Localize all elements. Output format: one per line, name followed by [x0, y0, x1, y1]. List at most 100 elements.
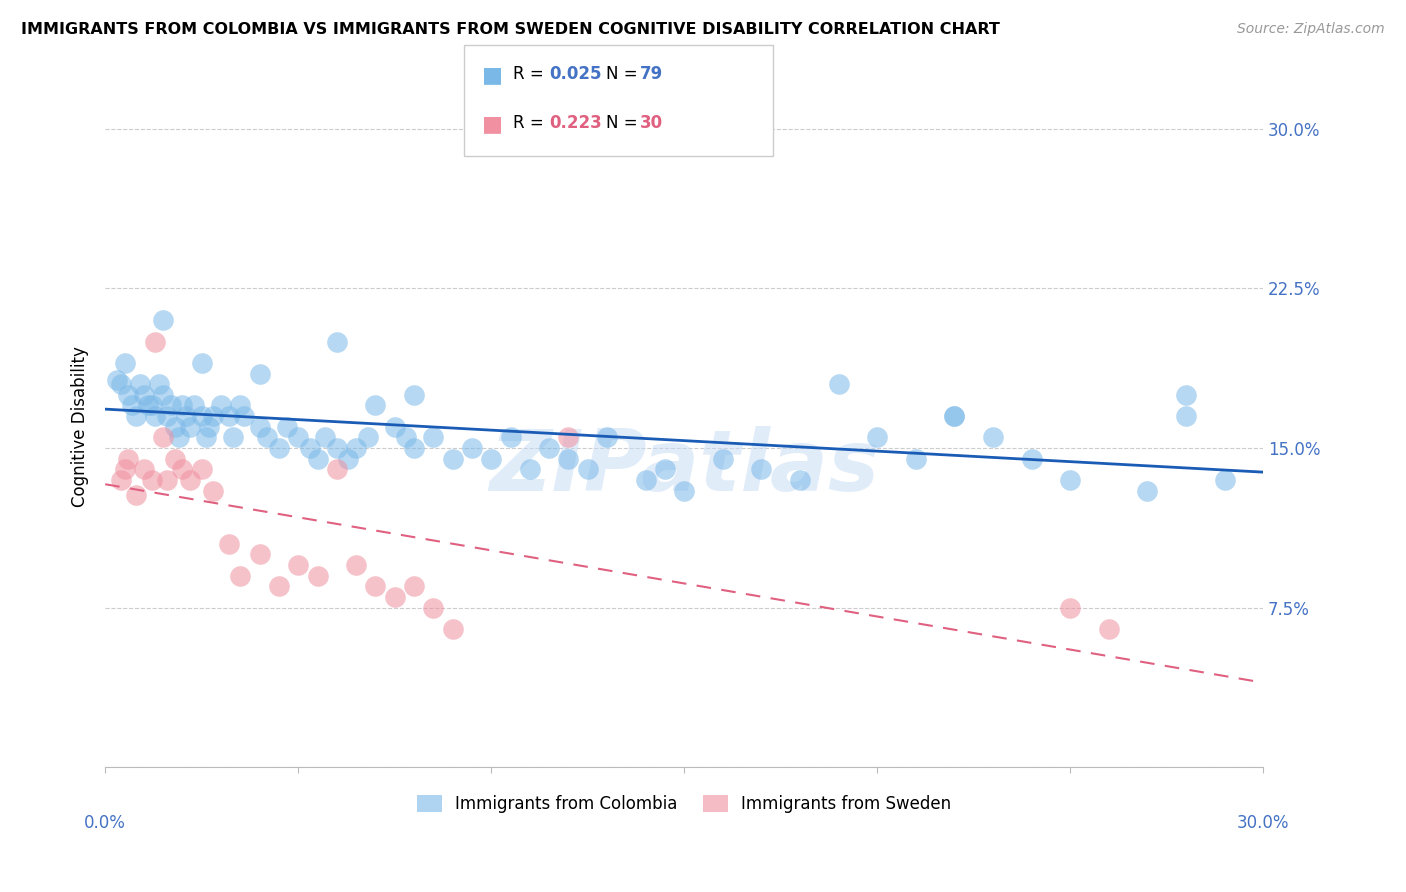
Point [190, 462, 212, 476]
Point [163, 451, 186, 466]
Text: 0.0%: 0.0% [84, 814, 127, 832]
Point [538, 441, 561, 455]
Point [1175, 409, 1198, 424]
Point [129, 377, 152, 392]
Point [198, 419, 221, 434]
Point [557, 430, 579, 444]
Point [357, 430, 380, 444]
Text: 30: 30 [640, 114, 662, 132]
Point [634, 473, 657, 487]
Point [110, 473, 132, 487]
Point [179, 473, 201, 487]
Point [422, 600, 444, 615]
Point [145, 334, 167, 349]
Point [866, 430, 889, 444]
Legend: Immigrants from Colombia, Immigrants from Sweden: Immigrants from Colombia, Immigrants fro… [411, 789, 957, 820]
Point [160, 399, 183, 413]
Point [337, 451, 360, 466]
Text: 79: 79 [640, 65, 664, 83]
Point [249, 419, 271, 434]
Point [402, 388, 425, 402]
Point [183, 399, 205, 413]
Point [249, 548, 271, 562]
Point [221, 430, 243, 444]
Point [141, 399, 163, 413]
Point [229, 568, 252, 582]
Point [1098, 622, 1121, 636]
Point [827, 377, 849, 392]
Point [287, 558, 309, 572]
Point [1175, 388, 1198, 402]
Point [981, 430, 1004, 444]
Point [105, 373, 128, 387]
Point [172, 462, 194, 476]
Text: 30.0%: 30.0% [1237, 814, 1289, 832]
Point [209, 399, 232, 413]
Point [1059, 473, 1081, 487]
Point [276, 419, 298, 434]
Point [117, 451, 139, 466]
Point [499, 430, 522, 444]
Point [174, 409, 197, 424]
Point [202, 483, 225, 498]
Point [422, 430, 444, 444]
Point [287, 430, 309, 444]
Point [152, 430, 174, 444]
Text: R =: R = [513, 65, 550, 83]
Point [711, 451, 734, 466]
Point [314, 430, 336, 444]
Point [904, 451, 927, 466]
Point [202, 409, 225, 424]
Point [364, 579, 387, 593]
Point [233, 409, 256, 424]
Point [441, 622, 464, 636]
Point [110, 377, 132, 392]
Point [576, 462, 599, 476]
Point [1059, 600, 1081, 615]
Point [402, 441, 425, 455]
Point [673, 483, 696, 498]
Point [344, 558, 367, 572]
Text: ■: ■ [482, 114, 503, 134]
Text: 0.025: 0.025 [550, 65, 602, 83]
Point [307, 451, 329, 466]
Point [152, 388, 174, 402]
Point [229, 399, 252, 413]
Point [121, 399, 143, 413]
Point [163, 419, 186, 434]
Point [172, 399, 194, 413]
Point [384, 590, 406, 604]
Text: IMMIGRANTS FROM COLOMBIA VS IMMIGRANTS FROM SWEDEN COGNITIVE DISABILITY CORRELAT: IMMIGRANTS FROM COLOMBIA VS IMMIGRANTS F… [21, 22, 1000, 37]
Point [1136, 483, 1159, 498]
Point [218, 409, 240, 424]
Point [141, 473, 163, 487]
Point [384, 419, 406, 434]
Point [117, 388, 139, 402]
Point [194, 430, 217, 444]
Point [145, 409, 167, 424]
Point [364, 399, 387, 413]
Point [307, 568, 329, 582]
Point [190, 356, 212, 370]
Point [249, 367, 271, 381]
Text: ■: ■ [482, 65, 503, 85]
Point [441, 451, 464, 466]
Text: N =: N = [606, 114, 643, 132]
Point [519, 462, 541, 476]
Point [751, 462, 773, 476]
Point [256, 430, 278, 444]
Point [132, 388, 155, 402]
Text: Source: ZipAtlas.com: Source: ZipAtlas.com [1237, 22, 1385, 37]
Point [395, 430, 418, 444]
Point [326, 334, 349, 349]
Point [190, 409, 212, 424]
Point [136, 399, 159, 413]
Point [156, 409, 179, 424]
Point [114, 462, 136, 476]
Text: N =: N = [606, 65, 643, 83]
Point [152, 313, 174, 327]
Point [125, 488, 148, 502]
Y-axis label: Cognitive Disability: Cognitive Disability [72, 346, 89, 508]
Point [557, 451, 579, 466]
Point [943, 409, 966, 424]
